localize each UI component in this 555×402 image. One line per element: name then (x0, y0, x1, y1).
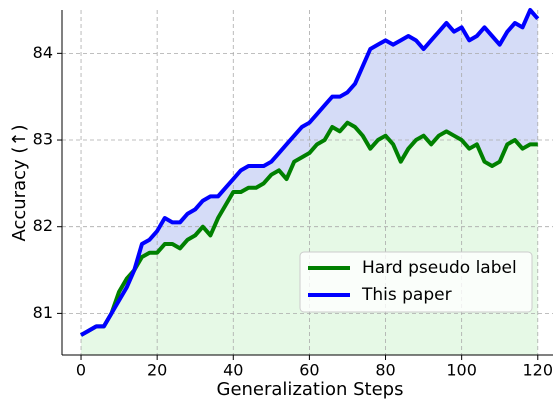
line (80, 120, 538, 337)
legend-label: Hard pseudo label (362, 258, 517, 278)
area-fill (81, 10, 538, 336)
legend-box (299, 251, 533, 313)
x-tick-label: 100 (446, 361, 477, 380)
y-axis-label: Accuracy (↑) (9, 124, 30, 241)
legend-label: This paper (361, 285, 452, 305)
x-tick-label: 120 (523, 361, 554, 380)
x-tick-label: 20 (147, 361, 167, 380)
y-tick-label: 83 (33, 130, 53, 149)
y-tick-label: 84 (33, 43, 53, 62)
x-tick-label: 40 (223, 361, 243, 380)
x-tick-label: 0 (76, 361, 86, 380)
x-tick-label: 80 (375, 361, 395, 380)
y-tick-label: 81 (33, 303, 53, 322)
x-tick-label: 60 (299, 361, 319, 380)
y-tick-label: 82 (33, 216, 53, 235)
x-axis-label: Generalization Steps (217, 379, 404, 400)
line (80, 8, 540, 337)
